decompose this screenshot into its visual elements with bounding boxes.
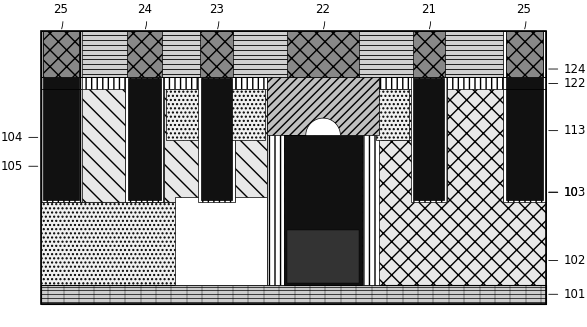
Bar <box>266 77 379 135</box>
Bar <box>266 77 284 284</box>
Bar <box>287 230 359 283</box>
Text: 105: 105 <box>1 160 38 173</box>
Bar <box>41 31 82 89</box>
Bar <box>505 31 543 77</box>
Text: 10: 10 <box>549 186 578 199</box>
Bar <box>41 77 266 202</box>
Bar <box>201 78 232 200</box>
Text: 101: 101 <box>549 288 586 301</box>
Bar <box>43 31 79 77</box>
Bar <box>41 31 546 77</box>
Bar <box>41 202 546 284</box>
Bar <box>228 89 265 140</box>
Bar <box>166 89 200 140</box>
Bar <box>43 89 79 200</box>
Text: 103: 103 <box>549 186 585 199</box>
Bar <box>502 31 546 89</box>
Bar <box>41 31 546 304</box>
Bar <box>41 284 546 304</box>
Bar <box>127 31 162 77</box>
Text: 122: 122 <box>549 77 586 90</box>
Bar <box>287 31 359 77</box>
Bar <box>413 31 445 77</box>
Bar <box>502 89 546 202</box>
Polygon shape <box>284 118 340 135</box>
Bar <box>266 77 546 284</box>
Text: 113: 113 <box>549 124 586 137</box>
Bar <box>125 77 164 202</box>
Bar <box>411 77 447 202</box>
Text: 22: 22 <box>315 3 330 29</box>
Bar <box>505 89 543 200</box>
Text: 24: 24 <box>137 3 152 29</box>
Bar <box>362 77 379 284</box>
Bar <box>376 89 409 140</box>
Bar <box>41 31 546 77</box>
Bar <box>43 31 79 89</box>
Bar <box>382 89 415 140</box>
Bar <box>41 89 82 202</box>
Text: 25: 25 <box>517 3 531 29</box>
Text: 25: 25 <box>53 3 68 29</box>
Text: 102: 102 <box>549 254 586 267</box>
Bar <box>176 197 266 284</box>
Bar <box>414 78 444 200</box>
Text: 23: 23 <box>210 3 224 29</box>
Bar <box>128 78 161 200</box>
Bar <box>284 77 362 284</box>
Bar <box>41 77 546 89</box>
Bar <box>200 31 233 77</box>
Text: 21: 21 <box>421 3 436 29</box>
Text: 104: 104 <box>1 131 38 144</box>
Bar <box>505 31 543 89</box>
Bar <box>41 284 546 304</box>
Text: 124: 124 <box>549 62 586 76</box>
Bar <box>198 77 235 202</box>
